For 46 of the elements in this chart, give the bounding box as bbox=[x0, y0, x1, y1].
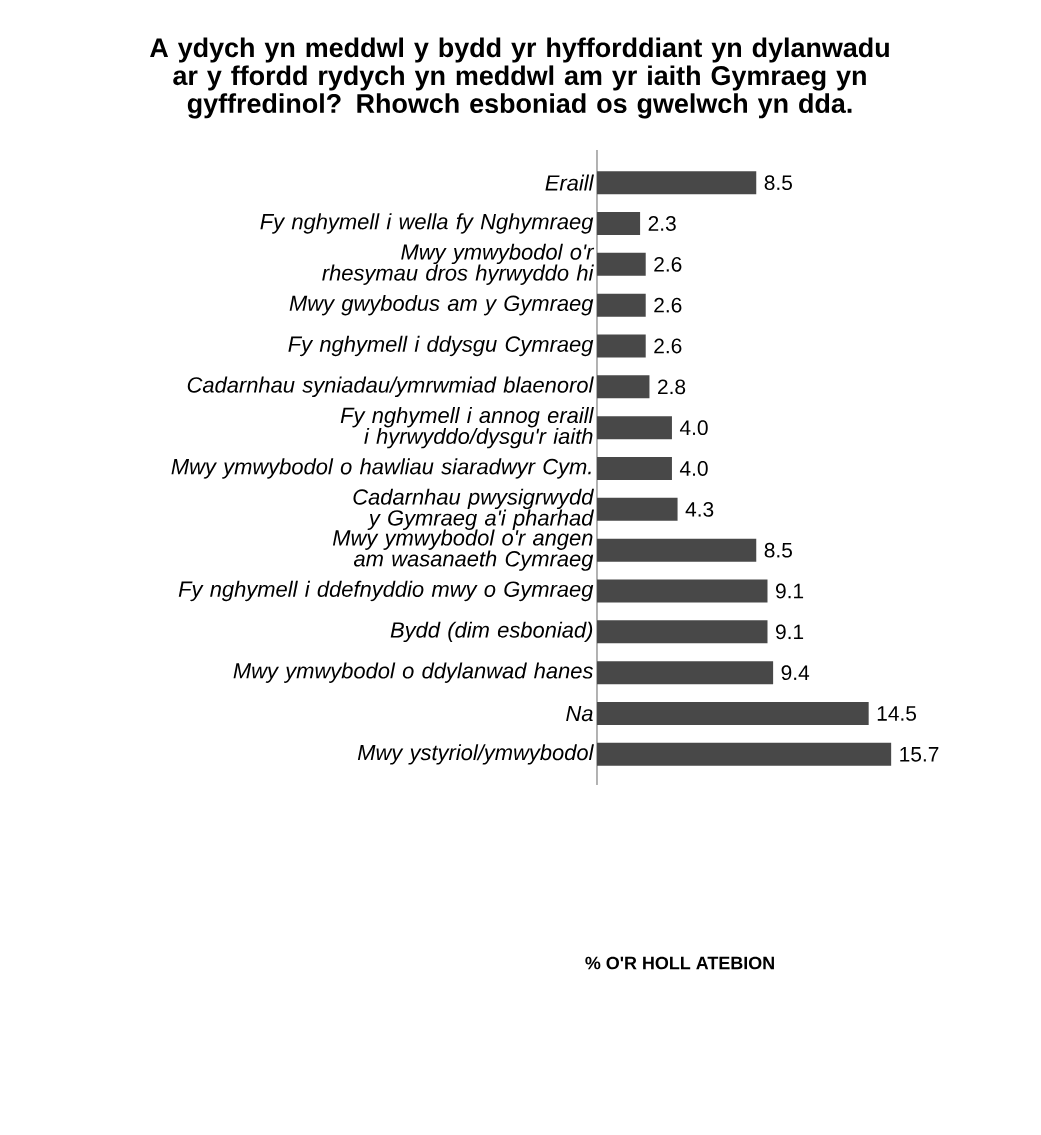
y-tick-label: Fy nghymell i wella fy Nghymraeg bbox=[260, 213, 594, 234]
bar bbox=[597, 579, 768, 603]
y-tick-label: Mwy ymwybodol o ddylanwad hanes bbox=[233, 662, 593, 683]
y-tick-label: Fy nghymell i ddysgu Cymraeg bbox=[288, 335, 594, 357]
data-label: 4.3 bbox=[685, 501, 714, 517]
text: % O'R HOLL ATEBION bbox=[585, 956, 774, 970]
bar bbox=[597, 661, 774, 685]
y-tick-label: Fy nghymell i annog eraill i hyrwyddo/dysgu'r iaith bbox=[340, 407, 594, 449]
chart-title: A ydych yn meddwl y bydd yr hyfforddiant yn dylanwadu ar y ffordd rydych yn meddwl am yr iaith Gymraeg yn gyffredinol? Rhowch esboniad os gwelwch yn dda. bbox=[150, 37, 889, 119]
y-tick-label: Mwy ymwybodol o hawliau siaradwyr Cym. bbox=[171, 458, 591, 479]
data-label: 8.5 bbox=[764, 175, 792, 191]
data-label: 9.4 bbox=[781, 665, 810, 681]
data-label: 14.5 bbox=[877, 706, 917, 721]
bar bbox=[597, 702, 869, 726]
data-label: 9.1 bbox=[776, 624, 804, 640]
data-label: 2.6 bbox=[654, 256, 682, 272]
bar bbox=[597, 171, 757, 195]
data-label: 8.5 bbox=[764, 542, 792, 558]
y-tick-label: Na bbox=[566, 705, 593, 722]
bar bbox=[597, 457, 672, 481]
bar bbox=[597, 293, 646, 317]
bar bbox=[597, 212, 641, 235]
data-label: 15.7 bbox=[900, 747, 939, 762]
data-label: 4.0 bbox=[679, 461, 708, 476]
y-tick-label: Mwy ystyriol/ymwybodol bbox=[357, 744, 594, 765]
y-tick-label: Eraill bbox=[545, 174, 594, 191]
y-tick-label: Mwy gwybodus am y Gymraeg bbox=[289, 294, 594, 316]
y-tick-label: Fy nghymell i ddefnyddio mwy o Gymraeg bbox=[178, 580, 594, 602]
bar bbox=[597, 334, 646, 358]
y-tick-label: Mwy ymwybodol o'r rhesymau dros hyrwyddo hi bbox=[322, 243, 595, 286]
data-label: 2.8 bbox=[658, 379, 686, 395]
data-label: 4.0 bbox=[679, 420, 708, 436]
y-tick-label: Mwy ymwybodol o'r angen am wasanaeth Cymraeg bbox=[332, 529, 594, 571]
bar bbox=[597, 538, 757, 562]
bar bbox=[597, 375, 650, 399]
data-label: 9.1 bbox=[776, 583, 804, 599]
bar bbox=[597, 620, 768, 644]
y-tick-label: Cadarnhau syniadau/ymrwmiad blaenorol bbox=[187, 376, 594, 398]
y-tick-label: Bydd (dim esboniad) bbox=[390, 621, 593, 643]
data-label: 2.6 bbox=[654, 297, 682, 313]
bar bbox=[597, 742, 892, 766]
bar bbox=[597, 497, 678, 521]
bar bbox=[597, 252, 646, 276]
data-label: 2.6 bbox=[654, 338, 682, 354]
bar bbox=[597, 416, 672, 440]
data-label: 2.3 bbox=[648, 216, 676, 231]
